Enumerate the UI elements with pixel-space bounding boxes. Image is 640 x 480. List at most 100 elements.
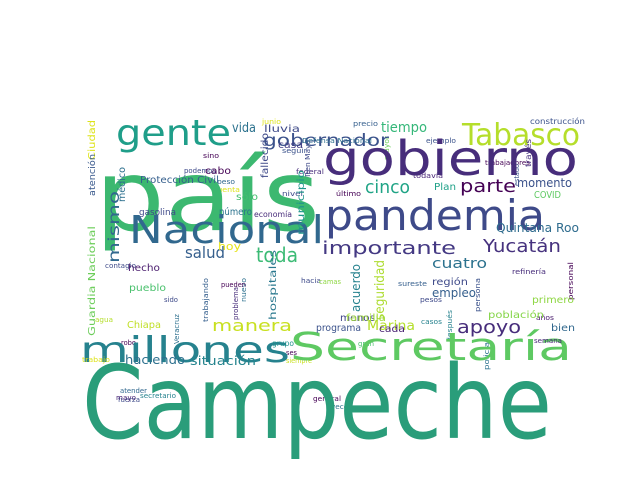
- word-main-manera: manera: [212, 316, 292, 335]
- word-main-guardia-nacional: Guardia Nacional: [87, 226, 98, 336]
- word-main-hoy: hoy: [218, 240, 242, 253]
- word-main-mismo: mismo: [105, 191, 123, 263]
- word-main-construccion: construcción: [530, 116, 585, 126]
- word-main-primero: primero: [532, 295, 574, 306]
- word-main-pueblo: pueblo: [129, 283, 166, 294]
- word-main-solo: sólo: [236, 191, 258, 203]
- word-small-gran: gran: [358, 340, 374, 348]
- word-small-junio: junio: [261, 118, 281, 126]
- word-main-proteccion-civil: Protección Civil: [140, 174, 219, 186]
- word-main-plan: Plan: [434, 182, 456, 193]
- word-main-toda: toda: [256, 243, 298, 267]
- word-small-nuevo: nuevo: [240, 278, 248, 302]
- word-small-veracruz: Veracruz: [173, 314, 181, 344]
- word-main-tabasco: Tabasco: [461, 118, 580, 153]
- word-small-cuenta: cuenta: [213, 186, 240, 194]
- word-main-momento: momento: [517, 176, 572, 190]
- word-small-sino: sino: [203, 152, 219, 160]
- word-small-siempre: siempre: [286, 357, 312, 365]
- word-main-traves: través: [523, 139, 533, 167]
- word-main-chiapa: Chiapa: [127, 320, 161, 331]
- word-main-menos: menos: [340, 313, 375, 324]
- word-main-cada: cada: [379, 324, 405, 335]
- word-small-hacia: hacia: [301, 277, 321, 285]
- word-small-robo: robo: [121, 339, 136, 347]
- word-small-atender: atender: [120, 387, 147, 395]
- word-main-ciudad: Ciudad: [87, 120, 98, 160]
- word-main-parte: parte: [460, 176, 516, 197]
- word-small-mayo: mayo: [116, 394, 136, 402]
- word-small-sido: sido: [164, 296, 178, 304]
- word-small-casos: casos: [421, 318, 442, 326]
- word-small-pesos: pesos: [420, 296, 442, 304]
- word-main-situacion: situación: [190, 354, 256, 368]
- word-main-gasolina: gasolina: [139, 208, 176, 218]
- word-main-pais: país: [95, 140, 320, 254]
- word-main-hospitales: hospitales: [268, 250, 279, 320]
- word-main-gobernador: gobernador: [263, 131, 389, 151]
- word-main-quintana-roo: Quintana Roo: [496, 221, 579, 235]
- word-small-despues: después: [446, 310, 454, 342]
- word-main-municipio: municipio: [296, 170, 307, 235]
- word-main-atencion: atención: [87, 154, 98, 196]
- word-main-seguridad: seguridad: [373, 260, 388, 320]
- word-small-nivel: nivel: [282, 190, 303, 198]
- word-main-empleo: empleo: [432, 286, 476, 300]
- word-main-covid: COVID: [534, 190, 561, 201]
- word-main-tiempo: tiempo: [381, 120, 427, 136]
- word-small-sureste: sureste: [398, 280, 427, 288]
- word-main-programa: programa: [316, 323, 361, 334]
- word-main-gente: gente: [116, 113, 231, 154]
- word-small-fuerza: fuerza: [118, 396, 140, 404]
- word-small-mayor: mayor: [383, 136, 391, 160]
- word-small-secretario: secretario: [140, 392, 176, 400]
- word-main-salud: salud: [185, 243, 225, 262]
- word-main-pandemia: pandemia: [325, 191, 545, 240]
- word-small-todavia: todavía: [413, 172, 443, 180]
- word-main-poblacion: población: [488, 309, 544, 321]
- word-main-medico: médico: [116, 167, 128, 202]
- word-small-trabajando: trabajando: [202, 278, 210, 322]
- word-main-lluvia: lluvia: [264, 124, 300, 135]
- word-main-defensa-nacional: Defensa Nacional: [302, 137, 372, 145]
- word-small-precio: precio: [353, 120, 378, 128]
- word-main-cabo: cabo: [205, 166, 231, 177]
- word-small-trabajadores: trabajadores: [485, 159, 530, 167]
- word-small-policia: policía: [483, 342, 491, 370]
- word-main-apoyo: apoyo: [457, 317, 521, 338]
- word-main-importante: importante: [322, 238, 456, 259]
- word-main-semana: semana: [534, 337, 562, 345]
- word-main-cuatro: cuatro: [432, 256, 487, 272]
- word-main-numero: número: [219, 206, 252, 218]
- word-small-problema: problema: [232, 287, 240, 320]
- word-main-casa: casa: [278, 140, 303, 151]
- word-small-tren-maya: Tren Maya: [304, 140, 312, 179]
- word-small-ultimo: último: [336, 190, 361, 198]
- word-main-hecho: hecho: [128, 263, 160, 274]
- word-small-seguir: seguir: [282, 147, 307, 155]
- word-small-estado: estado: [513, 164, 521, 186]
- word-small-ejemplo: ejemplo: [426, 137, 456, 145]
- word-small-podemos: podemos: [184, 167, 216, 175]
- word-main-vida: vida: [232, 121, 256, 136]
- word-main-haciendo: haciendo: [125, 353, 185, 367]
- word-main-familia: familia: [346, 313, 386, 324]
- word-small-peso: peso: [217, 178, 235, 186]
- word-main-fallecido: fallecido: [260, 133, 271, 178]
- word-small-camas: camas: [319, 278, 341, 286]
- word-main-gobierno: gobierno: [323, 131, 578, 187]
- word-small-personal: personal: [567, 262, 575, 300]
- word-main-economia: economía: [254, 210, 292, 219]
- word-main-millones: millones: [80, 330, 290, 371]
- word-small-persona: persona: [474, 278, 482, 312]
- word-small-contagio: contagio: [105, 262, 136, 270]
- word-main-secretaria: Secretaría: [290, 325, 572, 369]
- word-main-marina: Marina: [367, 319, 415, 334]
- word-main-grupo: grupo: [272, 339, 294, 348]
- word-small-federal: federal: [296, 168, 324, 176]
- word-small-anos: años: [536, 314, 554, 322]
- word-small-refineria: refinería: [512, 268, 546, 276]
- word-main-region: región: [432, 276, 468, 288]
